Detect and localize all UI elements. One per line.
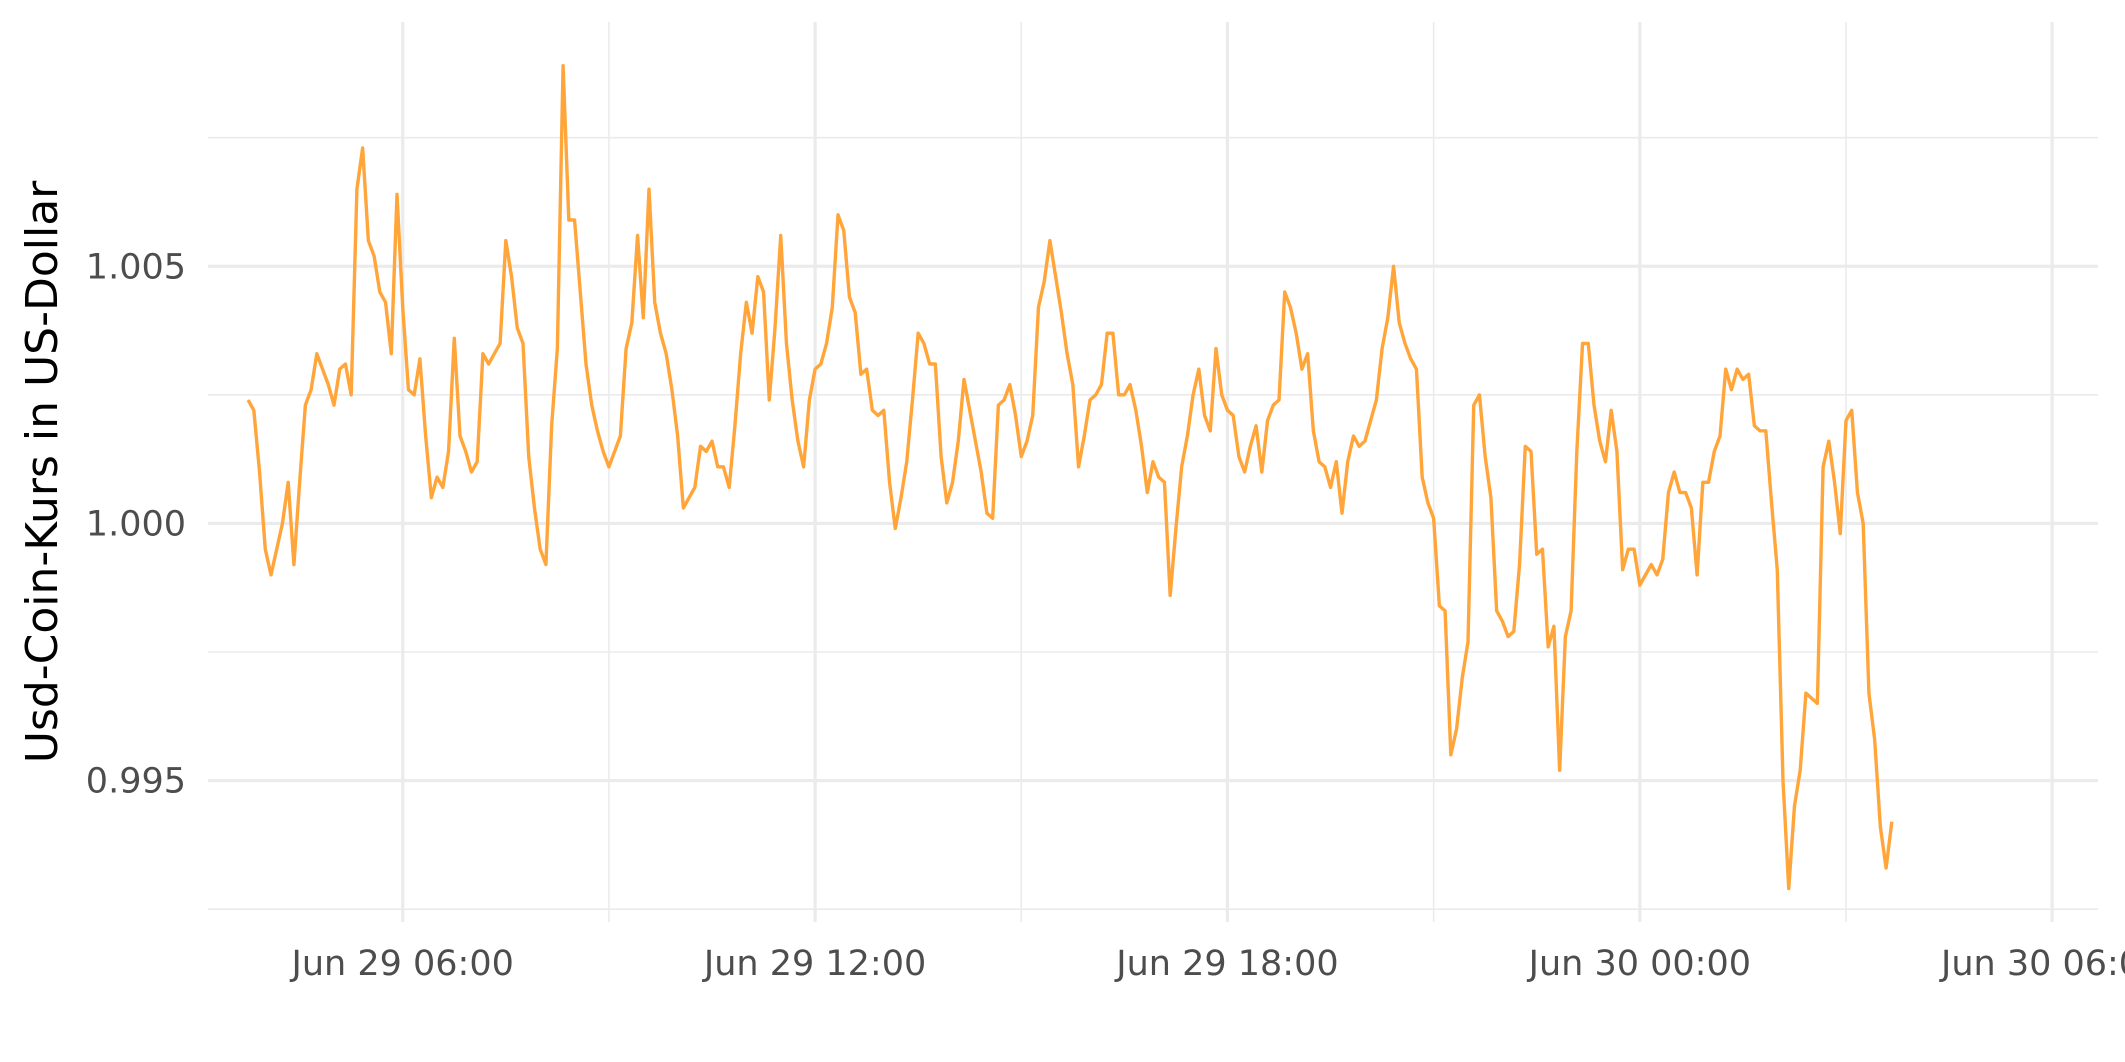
y-axis-tick-labels: 0.995 1.000 1.005 xyxy=(86,247,186,801)
x-tick-label: Jun 29 06:00 xyxy=(290,944,514,984)
major-x-gridlines xyxy=(401,22,2054,922)
x-tick-label: Jun 30 06:00 xyxy=(1939,944,2125,984)
x-tick-label: Jun 30 00:00 xyxy=(1527,944,1751,984)
minor-y-gridlines xyxy=(208,136,2098,910)
x-tick-label: Jun 29 18:00 xyxy=(1114,944,1338,984)
major-y-gridlines xyxy=(208,264,2098,783)
x-tick-label: Jun 29 12:00 xyxy=(702,944,926,984)
minor-x-gridlines xyxy=(608,22,1847,922)
y-tick-label: 0.995 xyxy=(86,762,186,802)
y-tick-label: 1.005 xyxy=(86,247,186,287)
series-line xyxy=(246,64,1894,891)
y-tick-label: 1.000 xyxy=(86,504,186,544)
x-axis-tick-labels: Jun 29 06:00 Jun 29 12:00 Jun 29 18:00 Jun … xyxy=(290,944,2125,984)
y-axis-title: Usd-Coin-Kurs in US-Dollar xyxy=(17,180,68,763)
series-layer xyxy=(246,64,1894,891)
